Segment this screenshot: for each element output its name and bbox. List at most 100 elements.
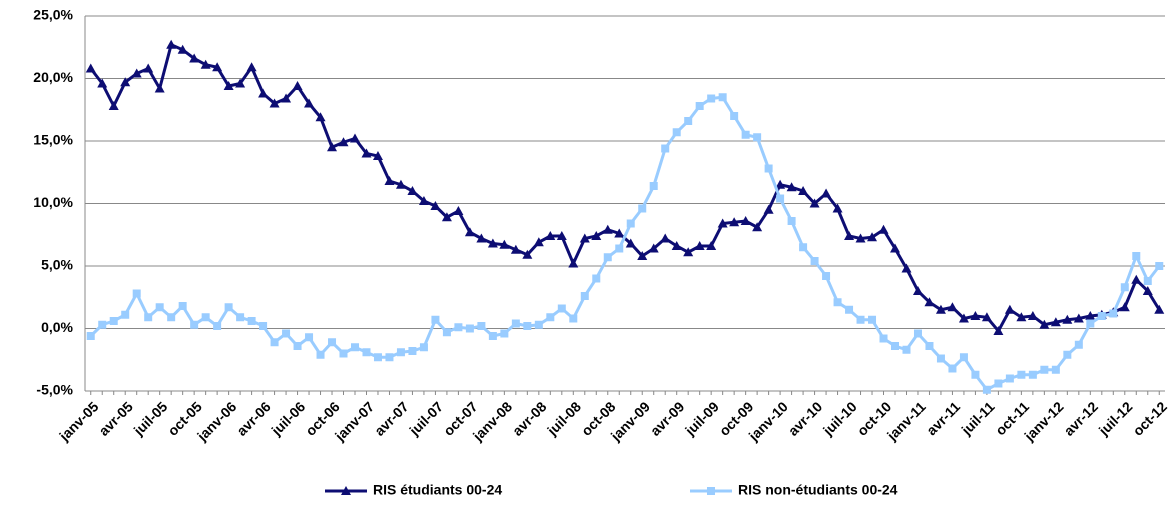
marker	[200, 59, 211, 69]
marker	[891, 342, 899, 350]
marker	[902, 345, 911, 354]
marker	[327, 142, 338, 152]
marker	[959, 353, 968, 362]
marker	[304, 98, 315, 108]
x-tick-label: juil-08	[543, 398, 584, 439]
marker	[477, 322, 486, 330]
x-tick-label: avr-10	[785, 398, 826, 439]
marker	[776, 194, 785, 203]
marker	[97, 78, 108, 88]
marker	[190, 320, 199, 329]
marker	[935, 304, 946, 314]
marker	[338, 137, 349, 147]
marker	[868, 315, 877, 324]
marker	[430, 201, 441, 210]
marker	[982, 385, 991, 394]
marker	[408, 347, 417, 355]
marker	[913, 329, 922, 338]
marker	[890, 243, 900, 253]
marker	[1085, 311, 1096, 320]
marker	[1143, 277, 1152, 285]
marker	[684, 117, 693, 125]
marker	[246, 62, 257, 72]
marker	[1005, 374, 1014, 383]
marker	[971, 370, 980, 379]
marker	[579, 233, 590, 243]
marker	[1132, 252, 1141, 260]
marker	[223, 81, 234, 90]
marker	[236, 313, 245, 322]
marker	[85, 63, 96, 73]
marker	[545, 231, 556, 240]
x-tick-label: juil-10	[819, 398, 860, 439]
marker	[787, 217, 796, 225]
marker	[167, 313, 176, 322]
marker	[694, 241, 705, 250]
marker	[523, 322, 532, 330]
marker	[1017, 370, 1026, 379]
marker	[144, 313, 153, 322]
marker	[86, 332, 95, 340]
marker	[212, 62, 223, 72]
marker	[1086, 319, 1095, 328]
marker	[418, 196, 429, 205]
x-tick-label: oct-12	[1130, 398, 1169, 439]
marker	[453, 206, 464, 215]
marker	[821, 188, 832, 198]
marker	[533, 237, 544, 247]
x-tick-label: juil-05	[130, 398, 171, 439]
marker	[189, 53, 200, 63]
marker	[247, 317, 256, 325]
marker	[1016, 312, 1027, 322]
marker	[362, 348, 371, 357]
marker	[878, 224, 889, 234]
marker	[648, 243, 659, 253]
y-tick-label: 25,0%	[33, 7, 73, 23]
marker	[661, 144, 670, 153]
x-tick-label: janv-05	[55, 398, 101, 444]
marker	[341, 486, 351, 495]
x-tick-label: avr-07	[371, 398, 412, 439]
marker	[373, 353, 382, 362]
marker	[591, 231, 602, 240]
marker	[1028, 370, 1037, 379]
series-line	[89, 95, 1161, 392]
marker	[235, 78, 246, 88]
marker	[568, 258, 579, 268]
marker	[775, 179, 786, 189]
marker	[315, 112, 326, 122]
marker	[372, 151, 383, 160]
marker	[556, 231, 567, 240]
marker	[924, 297, 935, 307]
marker	[901, 263, 912, 273]
marker	[948, 364, 957, 373]
marker	[488, 332, 497, 340]
marker	[487, 238, 498, 248]
marker	[269, 98, 280, 108]
marker	[706, 241, 717, 250]
marker	[683, 247, 694, 257]
series-line	[89, 42, 1161, 334]
marker	[1154, 304, 1165, 314]
marker	[361, 148, 372, 158]
marker	[740, 216, 751, 225]
marker	[500, 329, 509, 338]
marker	[419, 343, 428, 352]
marker	[602, 224, 613, 234]
marker	[799, 243, 808, 252]
marker	[396, 348, 405, 357]
x-tick-label: juil-12	[1095, 398, 1136, 439]
marker	[534, 320, 543, 329]
marker	[845, 305, 854, 314]
marker	[1142, 286, 1153, 295]
marker	[154, 83, 165, 93]
marker	[292, 81, 303, 90]
marker	[867, 232, 878, 242]
marker	[131, 68, 142, 78]
marker	[615, 244, 624, 253]
marker	[1131, 274, 1142, 284]
marker	[798, 186, 809, 195]
marker	[293, 342, 302, 350]
marker	[1073, 313, 1084, 323]
x-tick-label: avr-09	[647, 398, 688, 439]
